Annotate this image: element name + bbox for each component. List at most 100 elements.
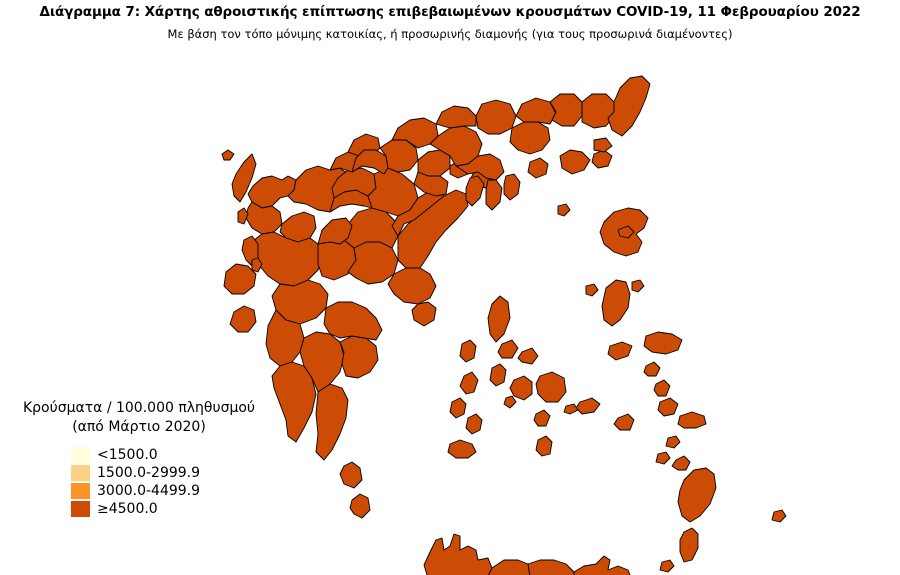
region-leros[interactable] [653,379,671,397]
region-pella[interactable] [391,117,439,149]
region-psara[interactable] [585,283,599,297]
region-viotia[interactable] [347,241,399,285]
region-evrytania[interactable] [317,217,353,245]
region-mykonos[interactable] [517,347,539,365]
region-kalymnos[interactable] [657,397,679,417]
legend-row[interactable]: 1500.0-2999.9 [71,464,284,482]
region-kerkyra[interactable] [231,153,257,203]
region-tilos[interactable] [655,451,671,465]
region-symi[interactable] [671,455,691,471]
region-samothraki[interactable] [591,149,613,169]
region-lasithi[interactable] [573,555,632,575]
region-naxos[interactable] [535,371,567,403]
region-aitoloakarnania[interactable] [251,231,323,287]
region-chalkidiki-kassandra[interactable] [465,175,485,207]
region-korinthia[interactable] [323,301,383,341]
region-kasos[interactable] [659,559,675,573]
region-milos[interactable] [447,439,477,459]
region-rethymno[interactable] [486,559,531,575]
legend-label: <1500.0 [97,446,158,463]
legend-label: 3000.0-4499.9 [97,482,201,499]
region-xanthi[interactable] [549,93,583,127]
region-sifnos[interactable] [465,413,483,435]
region-pieria[interactable] [413,171,449,197]
region-chios[interactable] [601,279,631,327]
region-andros[interactable] [487,295,511,343]
region-thasos[interactable] [527,157,549,179]
region-syros[interactable] [489,363,507,387]
region-samos[interactable] [643,331,683,355]
region-achaia[interactable] [271,279,329,325]
region-limnos-north[interactable] [557,203,571,217]
region-kerkyra-diapontia[interactable] [221,149,235,161]
region-kythnos[interactable] [459,371,479,395]
region-paxoi[interactable] [237,207,249,225]
region-nisyros[interactable] [665,435,681,449]
legend-swatch-icon [71,500,90,517]
map-legend: Κρούσματα / 100.000 πληθυσμού (από Μάρτι… [14,399,284,518]
region-attiki[interactable] [387,267,437,305]
region-ithaki[interactable] [251,257,263,273]
legend-items: <1500.0 1500.0-2999.9 3000.0-4499.9 ≥450… [71,446,284,518]
region-ios[interactable] [533,409,551,427]
region-chania[interactable] [423,533,493,575]
page-title: Διάγραμμα 7: Χάρτης αθροιστικής επίπτωση… [39,4,861,20]
region-kythira[interactable] [349,493,371,519]
region-serres[interactable] [475,99,517,135]
region-serifos[interactable] [449,397,467,419]
region-tinos[interactable] [497,339,519,359]
region-oinousses[interactable] [631,279,645,293]
legend-row[interactable]: 3000.0-4499.9 [71,482,284,500]
region-kastellorizo[interactable] [771,509,787,523]
region-argolida[interactable] [339,335,379,379]
legend-label: ≥4500.0 [97,500,158,517]
region-evros[interactable] [607,75,651,137]
legend-title-line2: (από Μάρτιο 2020) [72,418,206,435]
legend-row[interactable]: ≥4500.0 [71,500,284,518]
legend-swatch-icon [71,446,90,463]
region-imathia[interactable] [417,149,451,177]
region-chalkidiki-sithonia[interactable] [485,179,503,211]
region-arkadia[interactable] [299,331,345,393]
legend-row[interactable]: <1500.0 [71,446,284,464]
region-magnisia[interactable] [391,187,445,237]
region-chalkidiki[interactable] [455,153,505,181]
region-kos[interactable] [677,411,707,429]
region-santorini[interactable] [535,435,553,457]
region-arta[interactable] [279,211,317,243]
page-subtitle: Με βάση τον τόπο μόνιμης κατοικίας, ή πρ… [167,27,733,41]
region-ikaria[interactable] [607,341,633,361]
region-astypalaia[interactable] [613,413,635,431]
region-attiki-peninsula[interactable] [411,301,437,327]
region-antiparos[interactable] [503,395,517,409]
region-lesvos[interactable] [599,207,649,257]
region-fthiotida[interactable] [343,207,399,249]
map-svg [221,75,787,575]
legend-title-line1: Κρούσματα / 100.000 πληθυσμού [22,400,256,416]
region-agion-oros[interactable] [503,173,521,201]
region-karpathos[interactable] [679,527,699,563]
region-limnos-east[interactable] [593,137,613,153]
region-kefalonia[interactable] [223,263,257,295]
legend-swatch-icon [71,464,90,481]
region-iraklio[interactable] [520,559,576,575]
map-regions-group [221,75,787,575]
region-lakonia-mani[interactable] [339,461,363,489]
region-lakonia[interactable] [315,383,349,461]
greece-choropleth-map [0,46,900,575]
region-small-cyclades[interactable] [563,403,579,415]
legend-swatch-icon [71,482,90,499]
region-rodos[interactable] [677,467,717,523]
region-kilkis[interactable] [435,105,477,129]
legend-title: Κρούσματα / 100.000 πληθυσμού (από Μάρτι… [14,399,264,437]
region-kea[interactable] [459,339,477,363]
region-kavala[interactable] [509,121,551,155]
region-zakynthos[interactable] [229,305,257,333]
region-paros[interactable] [509,375,533,401]
legend-label: 1500.0-2999.9 [97,464,201,481]
region-patmos[interactable] [643,361,661,377]
region-thesprotia[interactable] [247,175,297,209]
region-limnos[interactable] [559,149,591,175]
region-amorgos[interactable] [575,397,601,415]
